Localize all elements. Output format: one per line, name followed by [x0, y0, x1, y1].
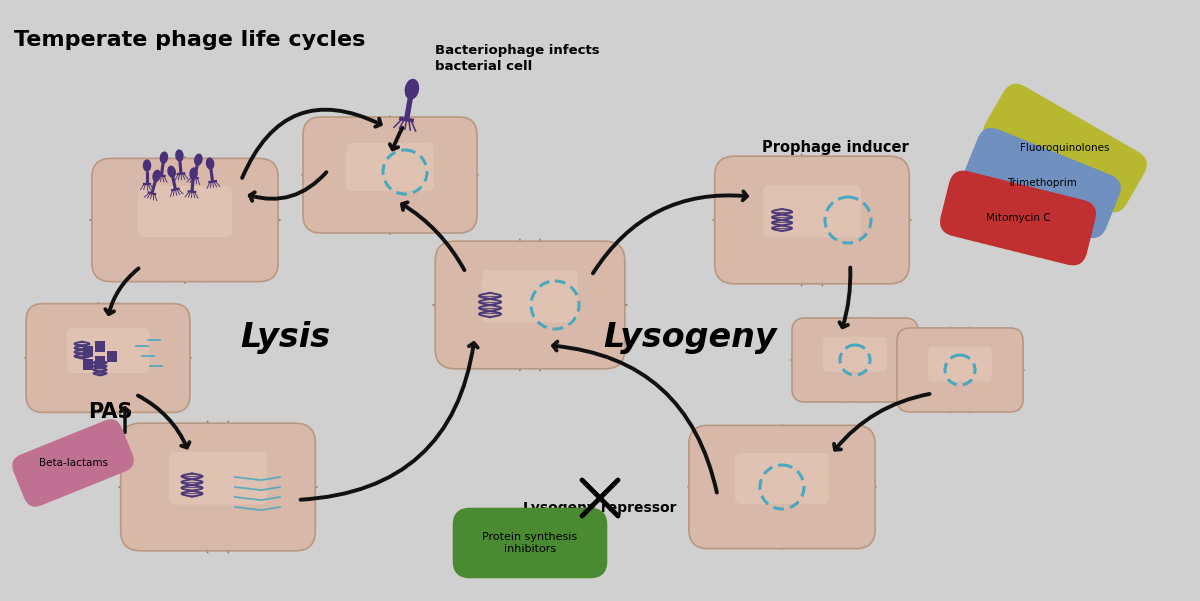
- FancyBboxPatch shape: [92, 159, 278, 282]
- FancyBboxPatch shape: [734, 453, 829, 504]
- Text: Mitomycin C: Mitomycin C: [985, 213, 1050, 223]
- FancyBboxPatch shape: [823, 337, 887, 371]
- FancyBboxPatch shape: [964, 128, 1121, 238]
- FancyBboxPatch shape: [302, 117, 478, 233]
- FancyBboxPatch shape: [346, 143, 434, 191]
- Text: Beta-lactams: Beta-lactams: [38, 458, 108, 468]
- Text: Lysogeny: Lysogeny: [604, 322, 776, 355]
- Text: Lysogeny repressor: Lysogeny repressor: [523, 501, 677, 515]
- Bar: [95, 356, 106, 367]
- Text: Prophage inducer: Prophage inducer: [762, 140, 908, 155]
- FancyBboxPatch shape: [12, 419, 134, 507]
- Ellipse shape: [152, 169, 161, 182]
- Bar: [107, 351, 118, 362]
- Text: Bacteriophage infects
bacterial cell: Bacteriophage infects bacterial cell: [436, 44, 600, 73]
- Ellipse shape: [160, 151, 168, 163]
- Ellipse shape: [190, 167, 198, 180]
- FancyBboxPatch shape: [792, 318, 918, 402]
- Text: Fluoroquinolones: Fluoroquinolones: [1020, 143, 1110, 153]
- Ellipse shape: [206, 157, 215, 169]
- FancyBboxPatch shape: [896, 328, 1024, 412]
- Text: Lysis: Lysis: [240, 322, 330, 355]
- FancyBboxPatch shape: [121, 423, 316, 551]
- Text: Trimethoprim: Trimethoprim: [1007, 178, 1076, 188]
- Ellipse shape: [404, 79, 419, 100]
- FancyBboxPatch shape: [26, 304, 190, 412]
- Text: Temperate phage life cycles: Temperate phage life cycles: [14, 30, 365, 50]
- Ellipse shape: [143, 159, 151, 172]
- Ellipse shape: [175, 150, 184, 162]
- FancyBboxPatch shape: [928, 347, 992, 382]
- FancyBboxPatch shape: [482, 270, 578, 323]
- Bar: [95, 341, 106, 352]
- Bar: [83, 346, 94, 357]
- FancyBboxPatch shape: [436, 241, 625, 369]
- Text: Protein synthesis
inhibitors: Protein synthesis inhibitors: [482, 532, 577, 554]
- FancyBboxPatch shape: [138, 186, 232, 237]
- FancyBboxPatch shape: [763, 185, 862, 237]
- FancyBboxPatch shape: [689, 426, 875, 549]
- FancyBboxPatch shape: [452, 508, 607, 578]
- Text: PAS: PAS: [88, 402, 132, 422]
- Ellipse shape: [167, 165, 176, 178]
- Ellipse shape: [194, 153, 203, 166]
- FancyBboxPatch shape: [715, 156, 910, 284]
- FancyBboxPatch shape: [67, 328, 149, 373]
- FancyBboxPatch shape: [940, 171, 1096, 266]
- FancyBboxPatch shape: [169, 452, 268, 505]
- Bar: [83, 359, 94, 370]
- FancyBboxPatch shape: [983, 84, 1147, 212]
